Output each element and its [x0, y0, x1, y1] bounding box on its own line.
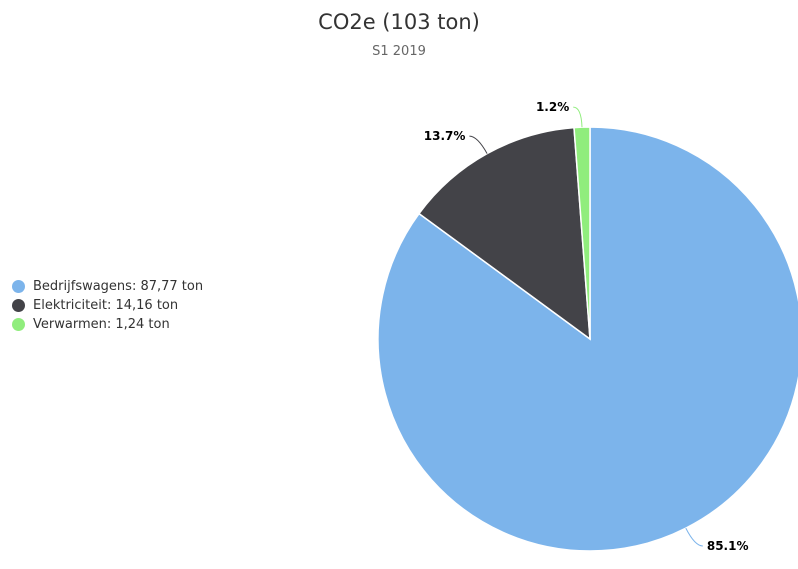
legend-item-bedrijfswagens[interactable]: Bedrijfswagens: 87,77 ton — [12, 277, 203, 296]
legend-marker-icon — [12, 318, 25, 331]
legend-marker-icon — [12, 299, 25, 312]
legend-label: Verwarmen: 1,24 ton — [33, 317, 170, 332]
data-label-connector — [685, 527, 703, 547]
legend-label: Elektriciteit: 14,16 ton — [33, 298, 179, 313]
legend-label: Bedrijfswagens: 87,77 ton — [33, 279, 204, 294]
data-label: 1.2% — [536, 100, 569, 114]
chart-subtitle: S1 2019 — [372, 44, 426, 59]
data-label: 13.7% — [424, 129, 466, 143]
data-label: 85.1% — [707, 539, 749, 553]
data-label-connector — [573, 106, 583, 128]
legend-item-verwarmen[interactable]: Verwarmen: 1,24 ton — [12, 315, 203, 334]
legend-item-elektriciteit[interactable]: Elektriciteit: 14,16 ton — [12, 296, 203, 315]
chart-title: CO2e (103 ton) — [318, 10, 480, 34]
legend-marker-icon — [12, 280, 25, 293]
pie-slice-bedrijfswagens[interactable] — [377, 126, 798, 552]
legend: Bedrijfswagens: 87,77 ton Elektriciteit:… — [12, 277, 203, 334]
data-label-connector — [469, 135, 488, 154]
